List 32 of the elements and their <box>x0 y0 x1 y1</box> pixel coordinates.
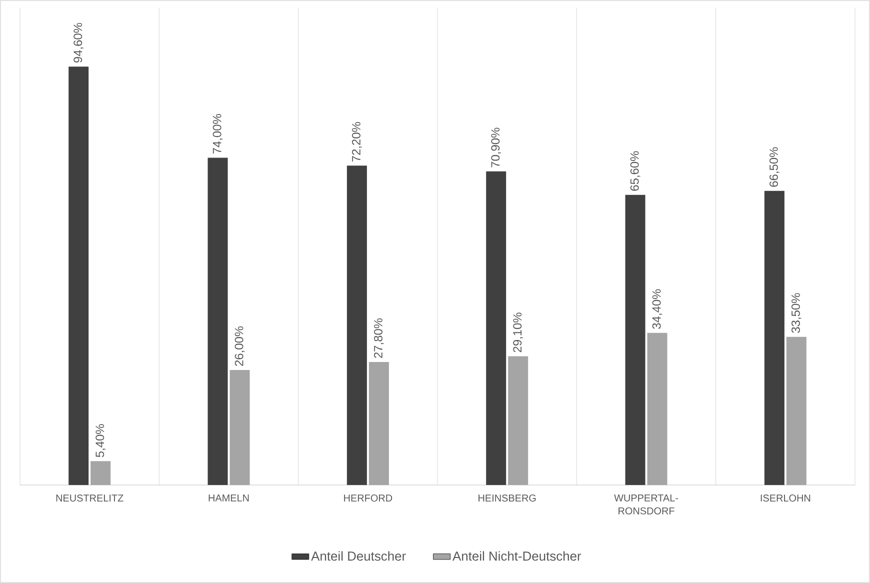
data-label: 74,00% <box>212 114 223 154</box>
x-tick-label: NEUSTRELITZ <box>56 494 124 502</box>
bar <box>764 190 784 485</box>
bar <box>208 158 228 485</box>
bar <box>68 66 89 485</box>
x-tick-label: WUPPERTAL-RONSDORF <box>614 494 678 514</box>
data-label: 27,80% <box>374 318 384 358</box>
bar <box>647 332 668 485</box>
legend-label: Anteil Deutscher <box>311 551 406 561</box>
data-label: 29,10% <box>513 312 524 352</box>
legend-label: Anteil Nicht-Deutscher <box>452 551 582 561</box>
data-label: 94,60% <box>74 22 84 62</box>
bar <box>368 362 389 485</box>
bar <box>786 336 806 485</box>
bar <box>346 166 367 485</box>
bar <box>508 356 528 485</box>
x-tick-label: ISERLOHN <box>760 494 810 502</box>
data-label: 66,50% <box>769 147 780 187</box>
bar <box>90 461 111 485</box>
data-label: 34,40% <box>652 289 662 329</box>
x-tick-label: HEINSBERG <box>478 494 536 502</box>
x-tick-label: HAMELN <box>208 494 249 502</box>
bar <box>625 194 646 485</box>
data-label: 70,90% <box>491 128 502 168</box>
data-label: 33,50% <box>791 293 802 333</box>
bar <box>230 370 250 485</box>
data-label: 65,60% <box>630 151 640 191</box>
bar <box>486 171 506 485</box>
data-label: 72,20% <box>352 122 362 162</box>
x-tick-label: HERFORD <box>344 494 392 502</box>
data-label: 26,00% <box>234 326 245 366</box>
data-label: 5,40% <box>96 424 106 458</box>
